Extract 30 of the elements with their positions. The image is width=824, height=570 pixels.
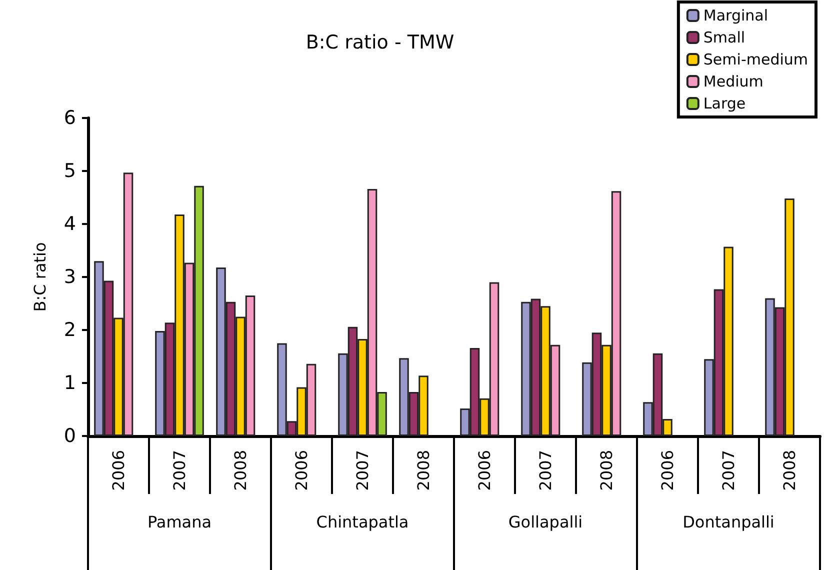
x-tick-label: 2008 [597,450,616,491]
y-tick-label: 5 [64,160,76,182]
x-tick-label: 2006 [475,450,494,491]
text: Chintapatla [316,512,409,532]
x-tick-label: 2007 [353,450,372,491]
x-tick-label: 2006 [109,450,128,491]
legend-label: Large [703,94,746,112]
text: Gollapalli [508,512,583,532]
y-tick-label: 1 [64,372,76,394]
y-tick-label: 6 [64,107,76,129]
x-tick-label: 2006 [658,450,677,491]
y-tick-label: 2 [64,319,76,341]
legend-label: Semi-medium [703,50,808,68]
legend-label: Medium [703,72,764,90]
y-axis-title: B:C ratio [30,242,50,312]
y-tick-label: 3 [64,266,76,288]
text: Dontanpalli [682,512,774,532]
x-tick-label: 2008 [414,450,433,491]
x-tick-label: 2007 [170,450,189,491]
y-tick-label: 4 [64,213,76,235]
x-tick-label: 2008 [780,450,799,491]
text: Pamana [147,512,212,532]
legend-label: Marginal [703,6,768,24]
y-tick-label: 0 [64,425,76,447]
x-tick-label: 2007 [536,450,555,491]
legend-label: Small [703,28,746,46]
chart-title: B:C ratio - TMW [306,32,454,54]
x-tick-label: 2008 [231,450,250,491]
x-tick-label: 2006 [292,450,311,491]
x-tick-label: 2007 [719,450,738,491]
